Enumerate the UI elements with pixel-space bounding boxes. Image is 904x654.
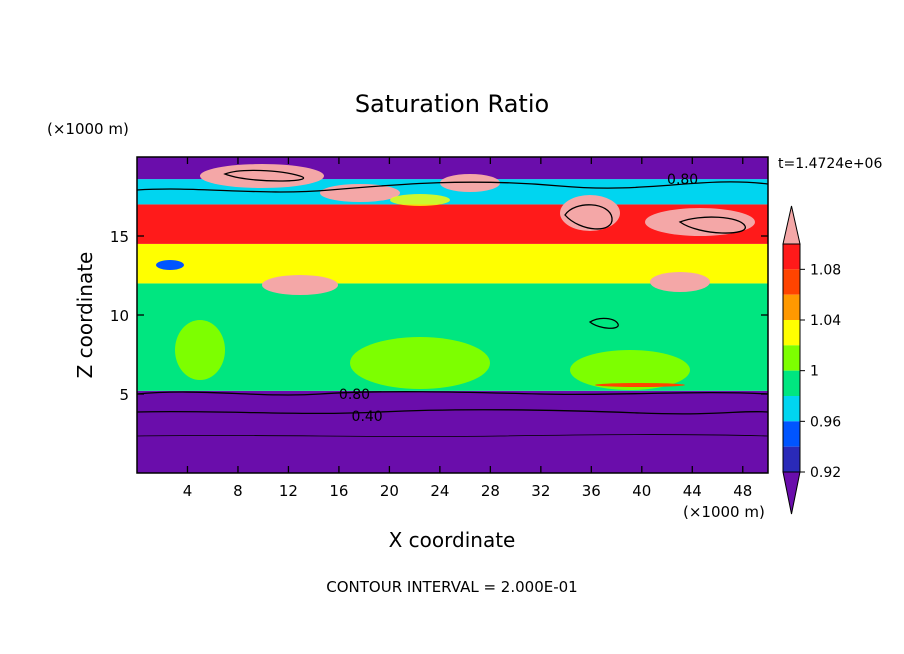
x-tick-label: 40 [632, 482, 651, 500]
colorbar-bin [783, 345, 800, 371]
y-axis-ticks: 5 10 15 [110, 228, 768, 404]
colorbar-bin [783, 294, 800, 320]
chart-title: Saturation Ratio [355, 90, 549, 118]
colorbar-tick-label: 1.08 [810, 262, 841, 278]
time-label: t=1.4724e+06 [778, 156, 882, 172]
y-tick-label: 10 [110, 307, 129, 325]
colorbar-bin [783, 269, 800, 295]
y-axis-unit: (×1000 m) [47, 120, 129, 138]
colorbar-bin [783, 320, 800, 346]
x-tick-label: 36 [582, 482, 601, 500]
x-tick-label: 12 [279, 482, 298, 500]
colorbar-bin [783, 421, 800, 447]
y-axis-label: Z coordinate [73, 252, 97, 379]
contour-label: 0.80 [667, 172, 698, 188]
x-axis-label: X coordinate [389, 528, 516, 552]
colorbar-tick-label: 0.96 [810, 414, 841, 430]
x-tick-label: 24 [430, 482, 449, 500]
x-tick-label: 20 [380, 482, 399, 500]
x-axis-unit: (×1000 m) [683, 503, 765, 521]
colorbar-tick-label: 1.04 [810, 313, 841, 329]
contour-label: 0.80 [339, 387, 370, 403]
x-tick-label: 32 [531, 482, 550, 500]
colorbar-top-arrow [782, 205, 801, 245]
x-tick-label: 48 [733, 482, 752, 500]
contour-lines [137, 169, 768, 437]
colorbar: 0.92 0.96 1 1.04 1.08 [782, 205, 841, 515]
colorbar-bin [783, 396, 800, 422]
field-texture [156, 164, 755, 390]
x-tick-label: 44 [683, 482, 702, 500]
y-tick-label: 5 [119, 386, 129, 404]
plot-area [137, 157, 768, 473]
colorbar-bin [783, 370, 800, 396]
x-tick-label: 28 [481, 482, 500, 500]
colorbar-bin [783, 446, 800, 472]
x-tick-label: 16 [329, 482, 348, 500]
colorbar-tick-label: 0.92 [810, 465, 841, 481]
contour-labels: 0.80 0.40 0.80 [339, 172, 698, 425]
colorbar-bottom-arrow [782, 471, 801, 515]
colorbar-frame [782, 243, 801, 473]
x-tick-label: 8 [233, 482, 243, 500]
field-layer-0 [137, 390, 768, 473]
contour-interval-note: CONTOUR INTERVAL = 2.000E-01 [326, 578, 577, 596]
contour-label: 0.40 [352, 409, 383, 425]
colorbar-bin [783, 244, 800, 270]
colorbar-tick-label: 1 [810, 364, 819, 380]
y-tick-label: 15 [110, 228, 129, 246]
x-tick-label: 4 [183, 482, 193, 500]
x-axis-ticks: 4 8 12 16 20 24 28 32 36 40 44 48 [183, 157, 752, 500]
